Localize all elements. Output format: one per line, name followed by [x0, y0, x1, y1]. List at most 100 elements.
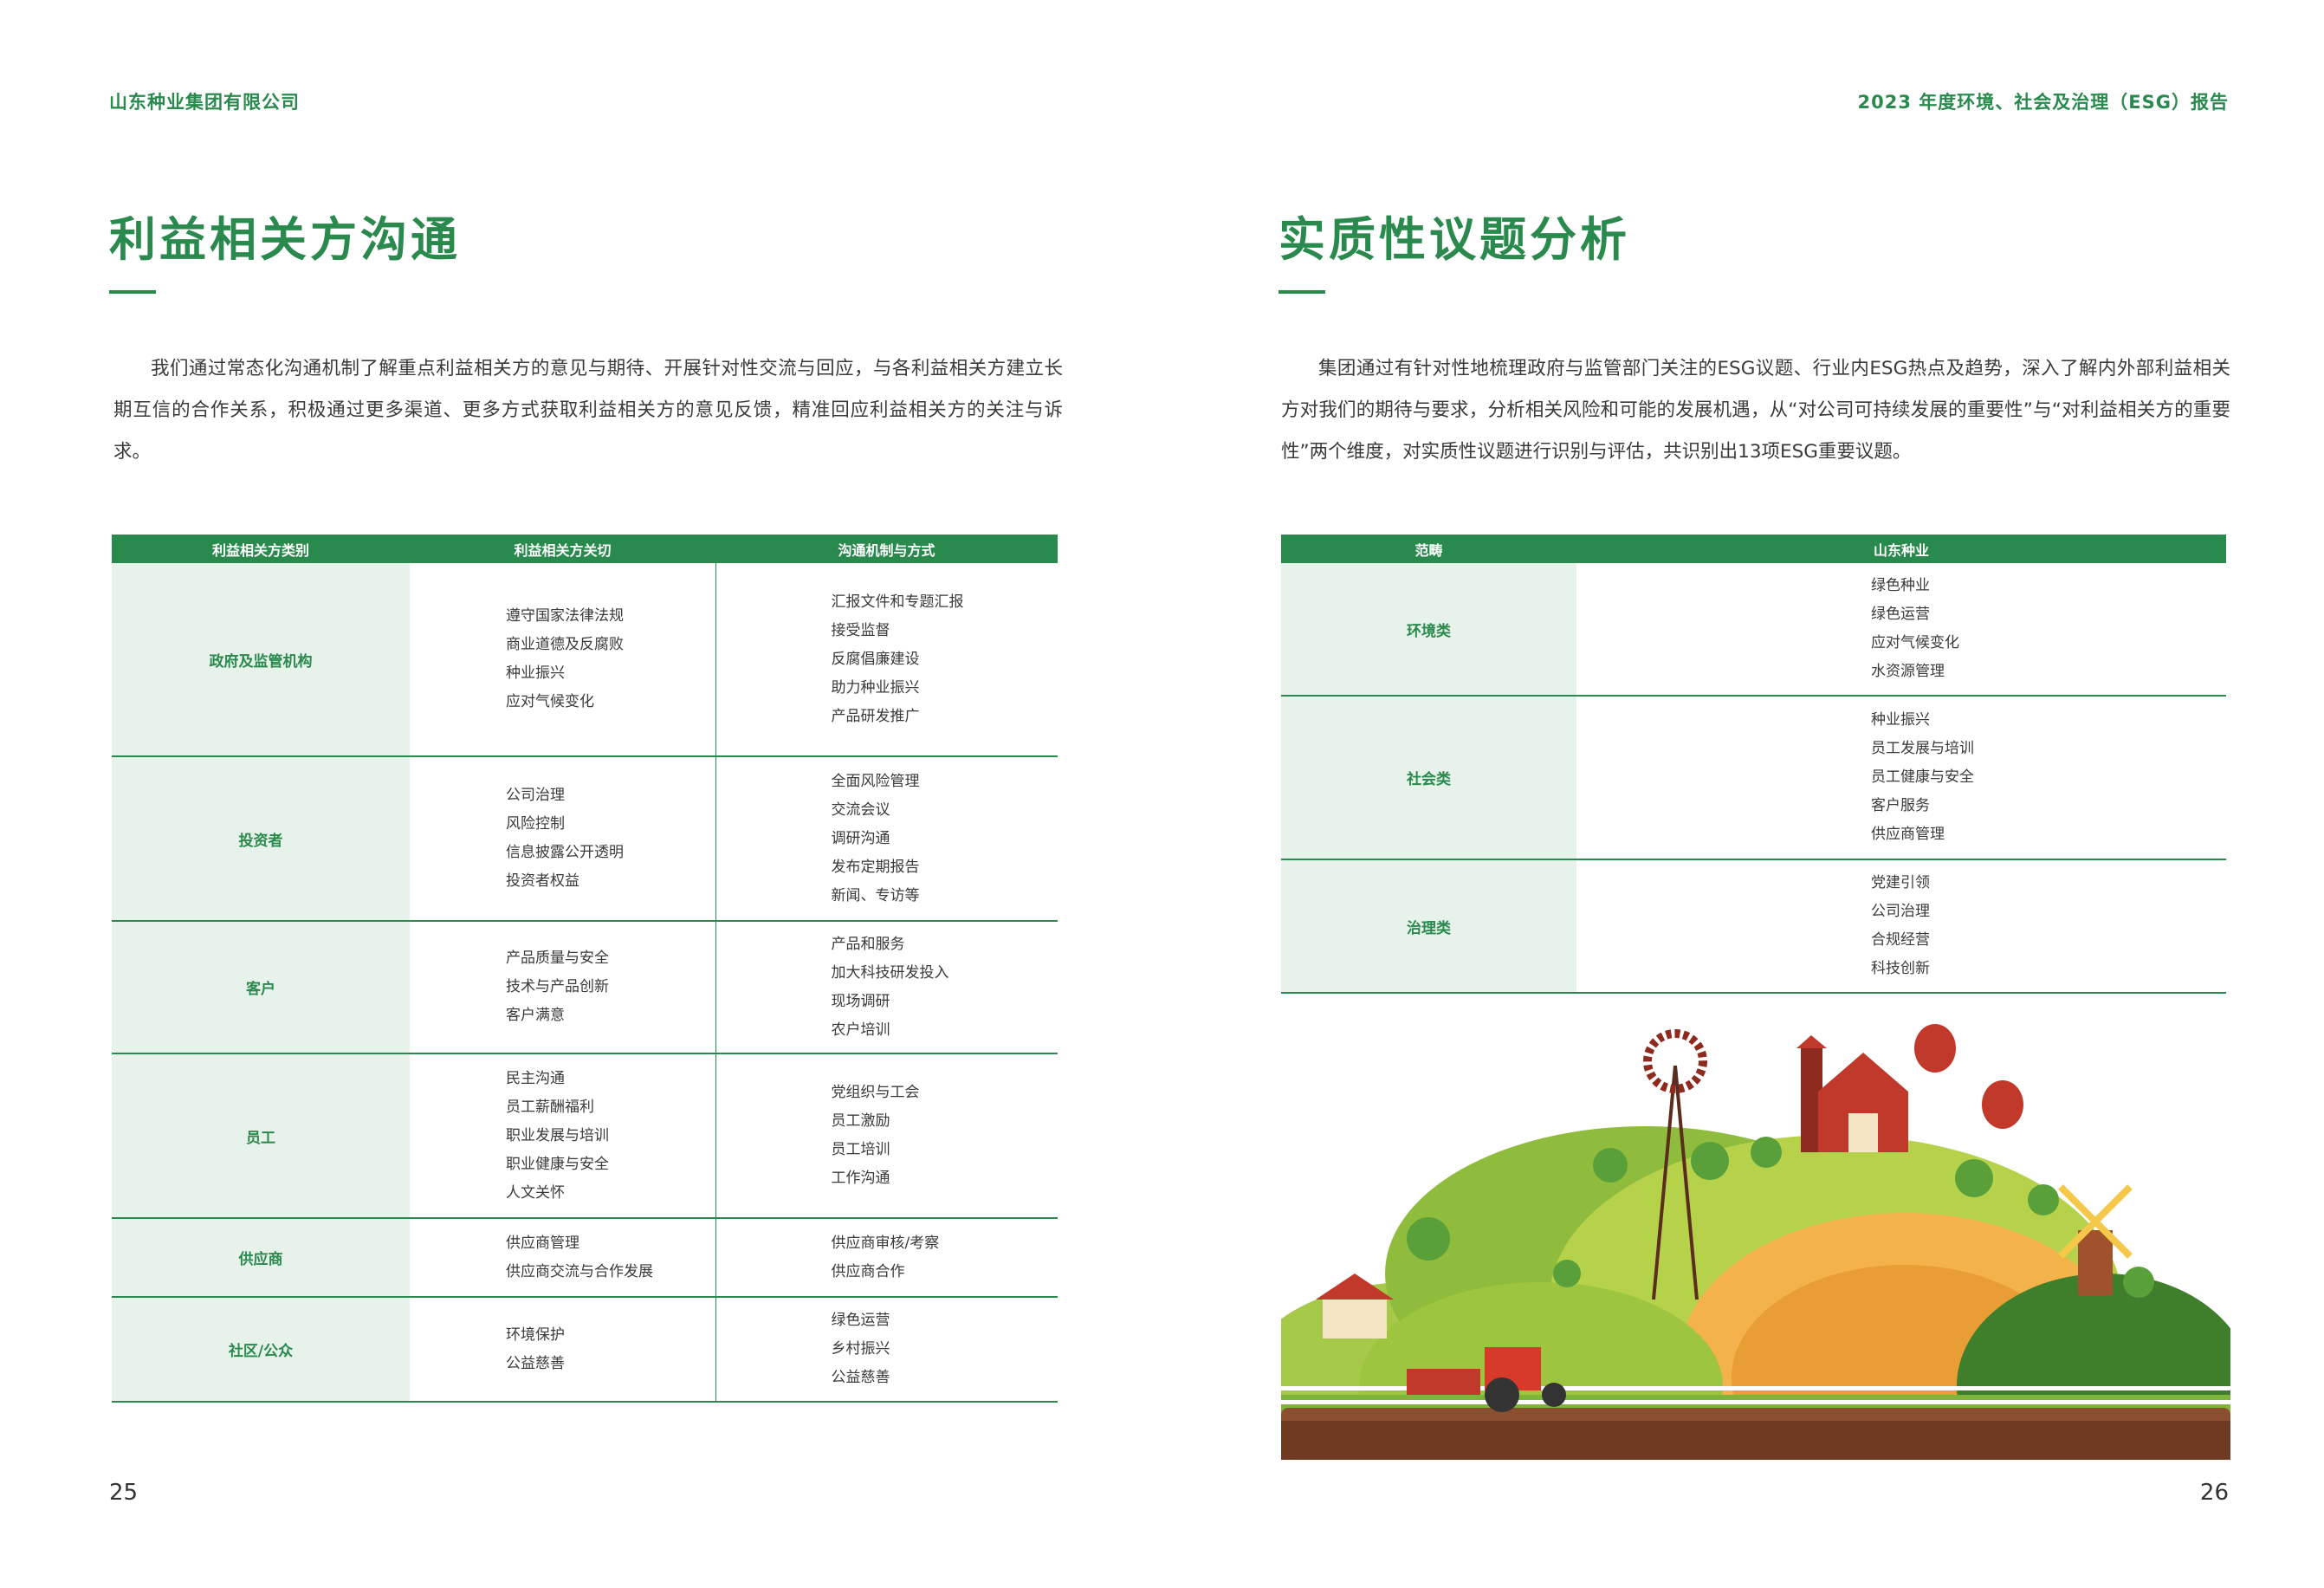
- intro-paragraph-right: 集团通过有针对性地梳理政府与监管部门关注的ESG议题、行业内ESG热点及趋势，深…: [1281, 358, 2230, 463]
- concern-item: 民主沟通: [506, 1069, 565, 1087]
- concern-item: 应对气候变化: [506, 693, 594, 710]
- concerns-cell: 环境保护 公益慈善: [410, 1297, 716, 1403]
- concern-item: 职业发展与培训: [506, 1126, 609, 1144]
- topics-cell: 绿色种业绿色运营应对气候变化 水资源管理: [1576, 563, 2226, 697]
- concern-item: 职业健康与安全: [506, 1155, 609, 1173]
- table-row: 客户 产品质量与安全 技术与产品创新 客户满意 产品和服务 加大科技研发投入 现场调研 农户培…: [112, 921, 1058, 1054]
- concern-item: 投资者权益: [506, 872, 579, 890]
- concern-item: 公司治理: [506, 787, 565, 804]
- concern-item: 遵守国家法律法规: [506, 607, 624, 625]
- concern-item: 客户满意: [506, 1007, 565, 1024]
- channel-item: 产品和服务: [831, 935, 905, 953]
- channel-item: 供应商审核/考察: [831, 1234, 940, 1252]
- table-row: 社会类 种业振兴 员工发展与培训 员工健康与安全 客户服务 供应商管理: [1281, 696, 2226, 860]
- channel-item: 员工培训: [831, 1141, 890, 1158]
- category-cell: 环境类: [1281, 563, 1576, 697]
- intro-paragraph-left: 我们通过常态化沟通机制了解重点利益相关方的意见与期待、开展针对性交流与回应，与各…: [113, 358, 1063, 463]
- topic-item: 绿色种业: [1871, 577, 1930, 594]
- category-cell: 社区/公众: [112, 1297, 410, 1403]
- channels-cell: 产品和服务 加大科技研发投入 现场调研 农户培训: [715, 921, 1058, 1054]
- hot-air-balloon-icon: [1914, 1024, 2023, 1129]
- topic-item: 员工发展与培训: [1871, 740, 1974, 757]
- topic-item: 应对气候变化: [1871, 634, 1959, 651]
- category-cell: 治理类: [1281, 859, 1576, 994]
- channel-item: 助力种业振兴: [831, 678, 920, 697]
- barn-icon: [1796, 1035, 1908, 1152]
- page-number-left: 25: [109, 1480, 139, 1506]
- channel-item: 工作沟通: [831, 1170, 890, 1187]
- channels-cell: 全面风险管理 交流会议 调研沟通 发布定期报告 新闻、专访等: [715, 756, 1058, 922]
- table-row: 环境类 绿色种业 绿色运营 应对气候变化 水资源管理: [1281, 563, 2226, 697]
- topic-item: 员工健康与安全: [1871, 768, 1974, 786]
- topic-item: 公司治理: [1871, 903, 1930, 920]
- trees: [1407, 1137, 2154, 1298]
- topic-item: 党建引领: [1871, 874, 1930, 891]
- concern-item: 信息披露公开透明: [506, 844, 624, 861]
- channel-item: 调研沟通: [831, 829, 890, 847]
- channel-item: 全面风险管理: [831, 772, 920, 790]
- farm-illustration: [1281, 1024, 2230, 1460]
- channel-item: 接受监督: [831, 621, 890, 639]
- channel-item: 新闻、专访等: [831, 886, 920, 904]
- windmill-icon: [2058, 1184, 2133, 1295]
- category-cell: 政府及监管机构: [112, 563, 410, 757]
- concerns-cell: 公司治理 风险控制 信息披露公开透明 投资者权益: [410, 756, 716, 922]
- topic-item: 供应商管理: [1871, 826, 1945, 843]
- channels-cell: 党组织与工会 员工激励员工培训工作沟通: [715, 1053, 1058, 1219]
- table-row: 社区/公众 环境保护 公益慈善 绿色运营 乡村振兴 公益慈善: [112, 1297, 1058, 1403]
- table-row: 政府及监管机构 遵守国家法律法规 商业道德及反腐败 种业振兴 应对气候变化 汇报文件和专题…: [112, 563, 1058, 757]
- house-icon: [1316, 1274, 1394, 1338]
- channel-item: 党组织与工会: [831, 1084, 920, 1101]
- concerns-cell: 产品质量与安全 技术与产品创新 客户满意: [410, 921, 716, 1054]
- fence: [1281, 1386, 2230, 1404]
- category-cell: 客户: [112, 921, 410, 1054]
- table-header: 范畴 山东种业: [1281, 535, 2226, 563]
- company-name: 山东种业集团有限公司: [109, 92, 300, 113]
- table-row: 治理类 党建引领 公司治理 合规经营 科技创新: [1281, 859, 2226, 994]
- concerns-cell: 民主沟通 员工薪酬福利 职业发展与培训 职业健康与安全 人文关怀: [410, 1053, 716, 1219]
- channel-item: 交流会议: [831, 800, 890, 819]
- channels-cell: 汇报文件和专题汇报 接受监督反腐倡廉建设 助力种业振兴 产品研发推广: [715, 563, 1058, 757]
- category-cell: 社会类: [1281, 696, 1576, 860]
- concern-item: 供应商管理: [506, 1234, 579, 1252]
- channels-cell: 绿色运营 乡村振兴 公益慈善: [715, 1297, 1058, 1403]
- concern-item: 环境保护: [506, 1325, 565, 1344]
- topic-item: 客户服务: [1871, 797, 1930, 814]
- stakeholder-table: 利益相关方类别 利益相关方关切 沟通机制与方式 政府及监管机构 遵守国家法律法规商…: [112, 535, 1058, 1403]
- channels-cell: 供应商审核/考察 供应商合作: [715, 1218, 1058, 1298]
- concern-item: 供应商交流与合作发展: [506, 1262, 653, 1280]
- channel-item: 员工激励: [831, 1112, 890, 1130]
- concern-item: 公益慈善: [506, 1354, 565, 1372]
- col-header: 利益相关方类别: [112, 535, 410, 563]
- channel-item: 供应商合作: [831, 1262, 905, 1280]
- channel-item: 汇报文件和专题汇报: [831, 593, 964, 611]
- table-row: 员工 民主沟通 员工薪酬福利 职业发展与培训 职业健康与安全 人文关怀 党组织与工会 员工激励…: [112, 1053, 1058, 1219]
- wind-pump-icon: [1643, 1029, 1707, 1300]
- col-header: 山东种业: [1576, 535, 2226, 563]
- topics-cell: 种业振兴员工发展与培训 员工健康与安全 客户服务供应商管理: [1576, 696, 2226, 860]
- topic-item: 水资源管理: [1871, 663, 1945, 680]
- category-cell: 员工: [112, 1053, 410, 1219]
- page-number-right: 26: [2199, 1480, 2229, 1506]
- channel-item: 乡村振兴: [831, 1340, 890, 1358]
- title-underline: [109, 290, 156, 294]
- page-title-right: 实质性议题分析: [1279, 212, 1630, 267]
- col-header: 利益相关方关切: [410, 535, 715, 563]
- concern-item: 商业道德及反腐败: [506, 636, 624, 653]
- title-underline: [1279, 290, 1325, 294]
- channel-item: 产品研发推广: [831, 707, 920, 725]
- concerns-cell: 遵守国家法律法规 商业道德及反腐败 种业振兴应对气候变化: [410, 563, 716, 757]
- concerns-cell: 供应商管理供应商交流与合作发展: [410, 1218, 716, 1298]
- col-header: 范畴: [1281, 535, 1576, 563]
- channel-item: 反腐倡廉建设: [831, 650, 920, 668]
- concern-item: 种业振兴: [506, 664, 565, 682]
- topic-item: 种业振兴: [1871, 711, 1930, 729]
- topic-item: 绿色运营: [1871, 606, 1930, 623]
- table-row: 投资者 公司治理 风险控制 信息披露公开透明 投资者权益 全面风险管理 交流会议 调研沟通 发布…: [112, 756, 1058, 922]
- table-row: 供应商 供应商管理 供应商交流与合作发展 供应商审核/考察 供应商合作: [112, 1218, 1058, 1298]
- report-title: 2023 年度环境、社会及治理（ESG）报告: [1857, 92, 2229, 113]
- topics-cell: 党建引领 公司治理 合规经营 科技创新: [1576, 859, 2226, 994]
- topic-item: 合规经营: [1871, 931, 1930, 949]
- concern-item: 技术与产品创新: [506, 978, 609, 995]
- channel-item: 公益慈善: [831, 1369, 890, 1386]
